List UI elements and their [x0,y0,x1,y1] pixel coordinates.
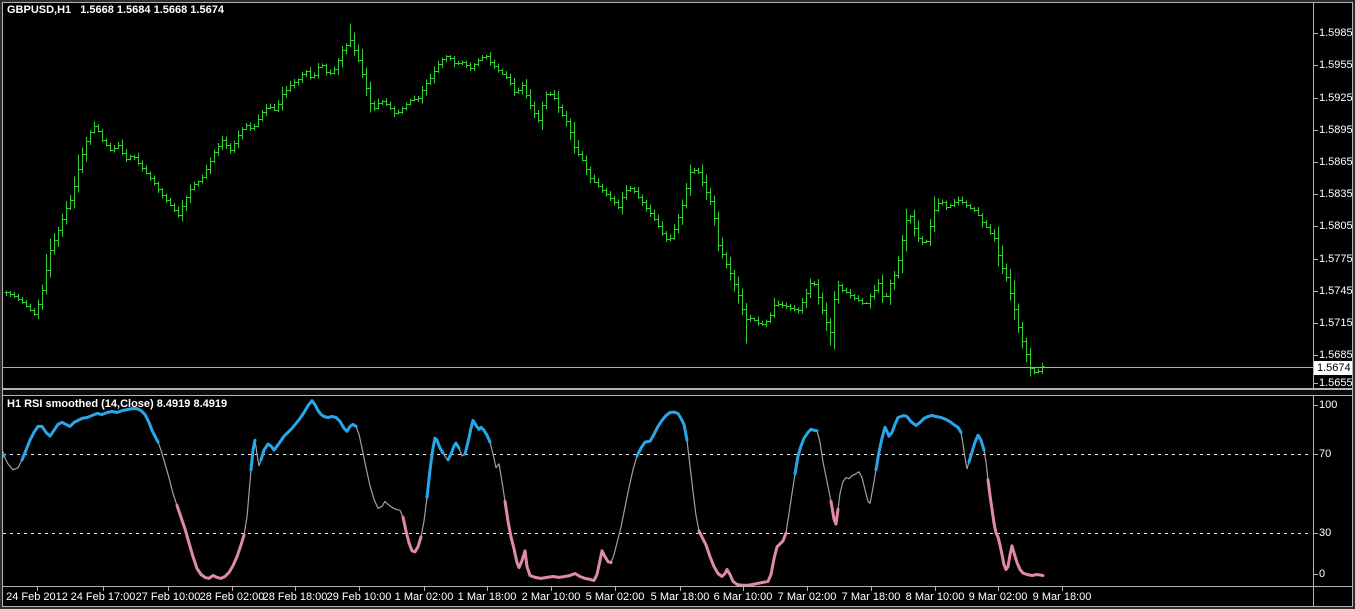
time-tick-mark [359,587,360,591]
price-axis-label: 1.5805 [1319,220,1353,232]
price-tick-mark [1313,291,1318,292]
price-tick-mark [1313,226,1318,227]
price-tick-mark [1313,65,1318,66]
price-tick-mark [1313,130,1318,131]
indicator-tick-mark [1313,454,1318,455]
symbol-period-label: GBPUSD,H1 [7,4,72,16]
time-tick-mark [295,587,296,591]
indicator-tick-mark [1313,574,1318,575]
price-axis-label: 1.5775 [1319,253,1353,265]
price-tick-mark [1313,259,1318,260]
chart-title: GBPUSD,H1 1.5668 1.5684 1.5668 1.5674 [7,4,224,16]
time-axis-label: 24 Feb 2012 [6,591,68,603]
time-axis-label: 29 Feb 10:00 [326,591,392,603]
current-price-box: 1.5674 [1314,361,1354,375]
time-tick-mark [37,587,38,591]
price-axis-label: 1.5955 [1319,59,1353,71]
time-tick-mark [743,587,744,591]
price-chart-svg[interactable] [0,0,1313,390]
indicator-axis-label: 0 [1319,568,1326,580]
price-tick-mark [1313,323,1318,324]
price-axis-label: 1.5685 [1319,349,1353,361]
ohlc-bars [4,23,1045,377]
price-tick-mark [1313,355,1318,356]
time-tick-mark [1062,587,1063,591]
time-tick-mark [168,587,169,591]
time-axis-label: 5 Mar 18:00 [650,591,710,603]
price-axis-line [1313,3,1314,606]
time-axis-label: 6 Mar 10:00 [713,591,773,603]
time-tick-mark [551,587,552,591]
time-axis-label: 28 Feb 02:00 [199,591,265,603]
time-tick-mark [615,587,616,591]
time-axis-label: 9 Mar 02:00 [968,591,1028,603]
time-tick-mark [935,587,936,591]
time-axis-line [3,586,1352,587]
time-axis-label: 24 Feb 17:00 [70,591,136,603]
price-axis-label: 1.5655 [1319,377,1353,389]
ohlc-values-label: 1.5668 1.5684 1.5668 1.5674 [80,4,224,16]
time-axis-label: 9 Mar 18:00 [1032,591,1092,603]
time-tick-mark [807,587,808,591]
price-axis-label: 1.5865 [1319,156,1353,168]
indicator-axis-label: 70 [1319,448,1332,460]
price-tick-mark [1313,33,1318,34]
rsi-line-mid [3,425,989,564]
time-tick-mark [424,587,425,591]
time-axis-label: 8 Mar 10:00 [905,591,965,603]
time-axis-label: 1 Mar 02:00 [394,591,454,603]
time-axis-label: 2 Mar 10:00 [521,591,581,603]
indicator-axis-label: 100 [1319,399,1338,411]
time-tick-mark [487,587,488,591]
time-axis-label: 1 Mar 18:00 [457,591,517,603]
time-axis-label: 5 Mar 02:00 [585,591,645,603]
price-tick-mark [1313,98,1318,99]
indicator-chart-svg[interactable] [0,396,1313,586]
time-tick-mark [103,587,104,591]
indicator-axis-label: 30 [1319,527,1332,539]
price-axis-label: 1.5745 [1319,285,1353,297]
time-tick-mark [680,587,681,591]
price-axis-label: 1.5895 [1319,124,1353,136]
time-tick-mark [871,587,872,591]
indicator-tick-mark [1313,405,1318,406]
price-axis-label: 1.5985 [1319,27,1353,39]
price-axis-label: 1.5835 [1319,188,1353,200]
time-tick-mark [998,587,999,591]
indicator-tick-mark [1313,533,1318,534]
panel-splitter[interactable] [3,388,1352,396]
price-tick-mark [1313,194,1318,195]
price-tick-mark [1313,383,1318,384]
time-tick-mark [232,587,233,591]
time-axis-label: 28 Feb 18:00 [262,591,328,603]
time-axis-label: 7 Mar 02:00 [777,591,837,603]
time-axis-label: 7 Mar 18:00 [841,591,901,603]
price-axis-label: 1.5925 [1319,92,1353,104]
rsi-line-oversold [175,478,1045,586]
price-tick-mark [1313,162,1318,163]
indicator-title: H1 RSI smoothed (14,Close) 8.4919 8.4919 [7,398,228,410]
price-axis-label: 1.5715 [1319,317,1353,329]
time-axis-label: 27 Feb 10:00 [135,591,201,603]
